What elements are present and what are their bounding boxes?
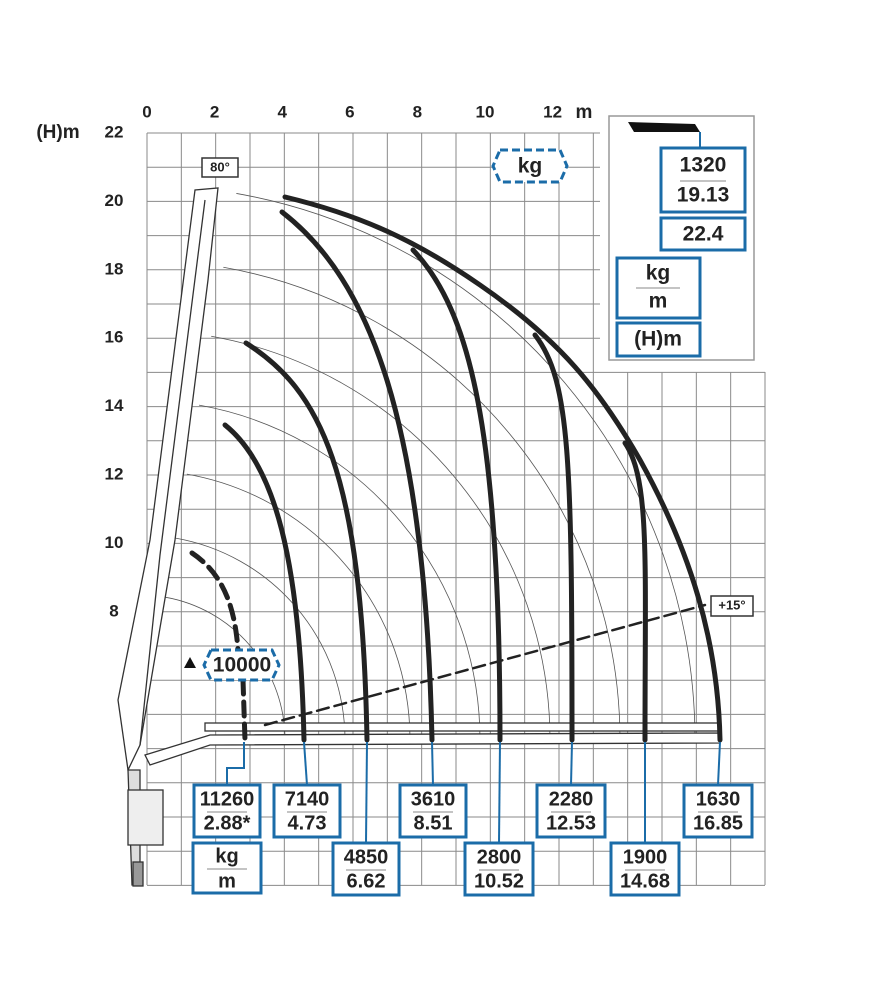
angle-low: +15°: [718, 597, 745, 612]
load-box: [398, 783, 468, 839]
load-box: [463, 841, 535, 897]
grid: [146, 132, 766, 886]
connector: [570, 741, 573, 786]
y-tick-label: 16: [105, 328, 124, 347]
y-tick-label: 10: [105, 533, 124, 552]
load-reach: 14.68: [620, 870, 670, 892]
x-tick-label: 12: [543, 102, 562, 121]
connector: [498, 741, 501, 844]
unit-badge-text: kg: [518, 155, 543, 178]
legend-height: 19.13: [677, 184, 730, 207]
angle-badge: [201, 157, 239, 178]
legend-height-unit: (H)m: [634, 328, 682, 351]
x-tick-label: 6: [345, 102, 354, 121]
reach-arc: [211, 335, 551, 741]
reach-arc: [236, 193, 696, 741]
load-kg: 2800: [477, 846, 522, 868]
x-tick-label: 4: [277, 102, 287, 121]
unit-box: [191, 841, 263, 895]
connector: [717, 741, 721, 786]
y-unit: (H)m: [36, 122, 79, 143]
load-kg: 1630: [696, 788, 741, 810]
max-load-badge: [202, 648, 281, 682]
load-reach: 12.53: [546, 812, 596, 834]
connector: [226, 742, 245, 785]
load-reach: 4.73: [288, 812, 327, 834]
load-box: [609, 841, 681, 897]
x-tick-label: 2: [210, 102, 219, 121]
y-tick-label: 8: [109, 601, 118, 620]
y-tick-label: 20: [105, 191, 124, 210]
unit-badge: [491, 148, 569, 184]
connector: [431, 741, 434, 786]
load-reach: 8.51: [414, 812, 453, 834]
load-reach: 10.52: [474, 870, 524, 892]
load-curves: [189, 194, 723, 743]
load-box: [535, 783, 607, 839]
reach-arc: [198, 404, 481, 741]
reach-arc: [186, 473, 411, 741]
boom-icon: [628, 122, 700, 132]
unit-m: m: [218, 870, 236, 892]
crane-boom: [117, 187, 721, 887]
y-tick-label: 22: [105, 122, 124, 141]
y-tick-label: 14: [105, 396, 124, 415]
angle-top: 80°: [210, 159, 230, 174]
load-reach: 16.85: [693, 812, 743, 834]
load-box: [331, 841, 401, 897]
legend-load: 1320: [680, 154, 727, 177]
triangle-icon: [184, 657, 196, 668]
y-tick-label: 12: [105, 464, 124, 483]
max-load: 10000: [213, 654, 271, 677]
load-kg: 3610: [411, 788, 456, 810]
load-reach: 2.88*: [204, 812, 251, 834]
x-tick-label: 0: [142, 102, 151, 121]
connector: [365, 741, 368, 844]
y-tick-label: 18: [105, 259, 124, 278]
angle-badge: [710, 595, 754, 617]
connector: [303, 741, 308, 786]
load-kg: 7140: [285, 788, 330, 810]
load-kg: 1900: [623, 846, 668, 868]
reach-arc: [165, 596, 286, 741]
legend-m: m: [649, 290, 668, 313]
load-box: [682, 783, 754, 839]
load-kg: 4850: [344, 846, 389, 868]
load-kg: 11260: [200, 788, 255, 810]
x-unit: m: [576, 102, 593, 123]
load-reach: 6.62: [347, 870, 386, 892]
x-tick-label: 10: [476, 102, 495, 121]
unit-kg: kg: [215, 845, 238, 867]
legend-kg: kg: [646, 262, 671, 285]
load-box: [272, 783, 342, 839]
load-box: [192, 783, 262, 839]
legend-reach: 22.4: [683, 223, 724, 246]
load-kg: 2280: [549, 788, 594, 810]
legend-boxes: [615, 146, 747, 358]
reach-arc: [223, 266, 621, 741]
x-tick-label: 8: [413, 102, 422, 121]
